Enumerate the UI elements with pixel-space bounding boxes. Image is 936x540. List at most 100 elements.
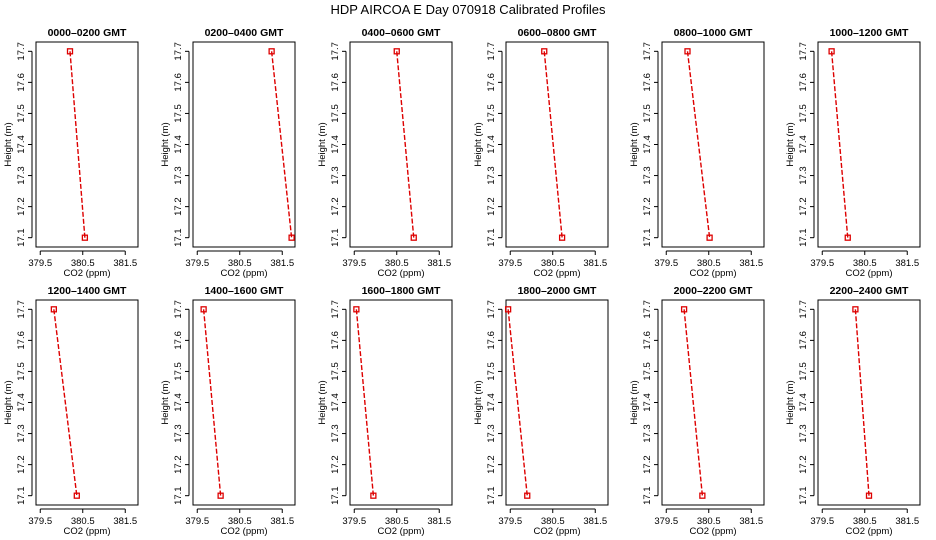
y-tick-label: 17.7 xyxy=(798,300,809,319)
y-tick-label: 17.4 xyxy=(486,135,497,154)
plot-frame xyxy=(349,299,453,506)
y-tick-label: 17.5 xyxy=(16,362,27,381)
y-tick-label: 17.4 xyxy=(486,393,497,412)
profile-point xyxy=(680,306,688,313)
x-tick-label: 381.5 xyxy=(270,516,294,527)
y-tick-label: 17.5 xyxy=(330,104,341,123)
x-axis-label: CO2 (ppm) xyxy=(378,526,425,537)
figure-title: HDP AIRCOA E Day 070918 Calibrated Profi… xyxy=(330,2,606,17)
x-tick-label: 379.5 xyxy=(498,258,522,269)
profile-point xyxy=(524,492,531,499)
y-tick-label: 17.2 xyxy=(642,455,653,474)
profile-line xyxy=(355,309,375,496)
x-axis-label: CO2 (ppm) xyxy=(690,526,737,537)
x-tick-label: 379.5 xyxy=(498,516,522,527)
x-tick-label: 381.5 xyxy=(739,516,763,527)
y-tick-label: 17.7 xyxy=(173,42,184,61)
y-tick-label: 17.4 xyxy=(173,135,184,154)
panel-title: 0000–0200 GMT xyxy=(48,27,127,39)
y-tick-label: 17.6 xyxy=(486,73,497,92)
panel-title: 1400–1600 GMT xyxy=(205,285,284,297)
x-axis-label: CO2 (ppm) xyxy=(221,526,268,537)
profile-point xyxy=(865,492,873,499)
x-tick-label: 381.5 xyxy=(895,516,919,527)
x-axis-label: CO2 (ppm) xyxy=(221,268,268,279)
y-tick-label: 17.3 xyxy=(173,424,184,443)
plot-frame xyxy=(661,299,765,506)
y-tick-label: 17.2 xyxy=(16,455,27,474)
x-axis-label: CO2 (ppm) xyxy=(846,268,893,279)
profile-point xyxy=(370,492,377,499)
y-tick-label: 17.2 xyxy=(798,197,809,216)
y-tick-label: 17.7 xyxy=(486,42,497,61)
x-axis-label: CO2 (ppm) xyxy=(64,526,111,537)
profile-point xyxy=(50,306,57,313)
profile-point xyxy=(288,234,295,241)
profile-point xyxy=(268,48,275,55)
y-tick-label: 17.6 xyxy=(798,331,809,350)
y-tick-label: 17.1 xyxy=(173,486,184,505)
panel-title: 2000–2200 GMT xyxy=(674,285,753,297)
y-axis-label: Height (m) xyxy=(473,122,484,166)
y-tick-label: 17.5 xyxy=(16,104,27,123)
plot-frame xyxy=(349,41,453,248)
y-tick-label: 17.5 xyxy=(173,362,184,381)
plot-frame xyxy=(192,299,296,506)
panel-title: 1600–1800 GMT xyxy=(362,285,441,297)
y-tick-label: 17.6 xyxy=(642,73,653,92)
y-tick-label: 17.2 xyxy=(173,455,184,474)
x-tick-label: 380.5 xyxy=(71,258,95,269)
y-axis-label: Height (m) xyxy=(785,122,796,166)
y-tick-label: 17.6 xyxy=(16,331,27,350)
y-tick-label: 17.1 xyxy=(173,228,184,247)
y-tick-label: 17.7 xyxy=(642,42,653,61)
profile-point xyxy=(66,48,74,55)
x-tick-label: 379.5 xyxy=(654,516,678,527)
y-tick-label: 17.6 xyxy=(16,73,27,92)
y-tick-label: 17.7 xyxy=(798,42,809,61)
x-tick-label: 380.5 xyxy=(228,258,252,269)
profile-line xyxy=(543,51,563,238)
y-tick-label: 17.3 xyxy=(642,166,653,185)
x-tick-label: 381.5 xyxy=(427,516,451,527)
profile-line xyxy=(53,309,78,496)
panel-title: 1000–1200 GMT xyxy=(830,27,909,39)
x-tick-label: 379.5 xyxy=(342,516,366,527)
y-axis-label: Height (m) xyxy=(3,122,14,166)
y-tick-label: 17.5 xyxy=(486,104,497,123)
x-axis-label: CO2 (ppm) xyxy=(378,268,425,279)
x-tick-label: 379.5 xyxy=(185,258,209,269)
y-tick-label: 17.3 xyxy=(798,424,809,443)
y-tick-label: 17.5 xyxy=(173,104,184,123)
y-tick-label: 17.5 xyxy=(330,362,341,381)
y-tick-label: 17.4 xyxy=(330,135,341,154)
y-tick-label: 17.1 xyxy=(798,228,809,247)
profile-point xyxy=(73,492,80,499)
x-tick-label: 380.5 xyxy=(71,516,95,527)
panel-title: 1800–2000 GMT xyxy=(518,285,597,297)
x-axis-label: CO2 (ppm) xyxy=(534,268,581,279)
y-tick-label: 17.4 xyxy=(642,393,653,412)
y-tick-label: 17.5 xyxy=(798,104,809,123)
x-tick-label: 381.5 xyxy=(113,258,137,269)
y-axis-label: Height (m) xyxy=(317,380,328,424)
y-tick-label: 17.7 xyxy=(486,300,497,319)
profile-line xyxy=(686,51,711,238)
plot-frame xyxy=(35,41,139,248)
y-axis-label: Height (m) xyxy=(3,380,14,424)
x-tick-label: 381.5 xyxy=(270,258,294,269)
y-tick-label: 17.7 xyxy=(642,300,653,319)
profile-point xyxy=(200,306,207,313)
profile-point xyxy=(217,492,224,499)
profile-point xyxy=(828,48,835,55)
x-tick-label: 380.5 xyxy=(853,516,877,527)
y-tick-label: 17.2 xyxy=(642,197,653,216)
